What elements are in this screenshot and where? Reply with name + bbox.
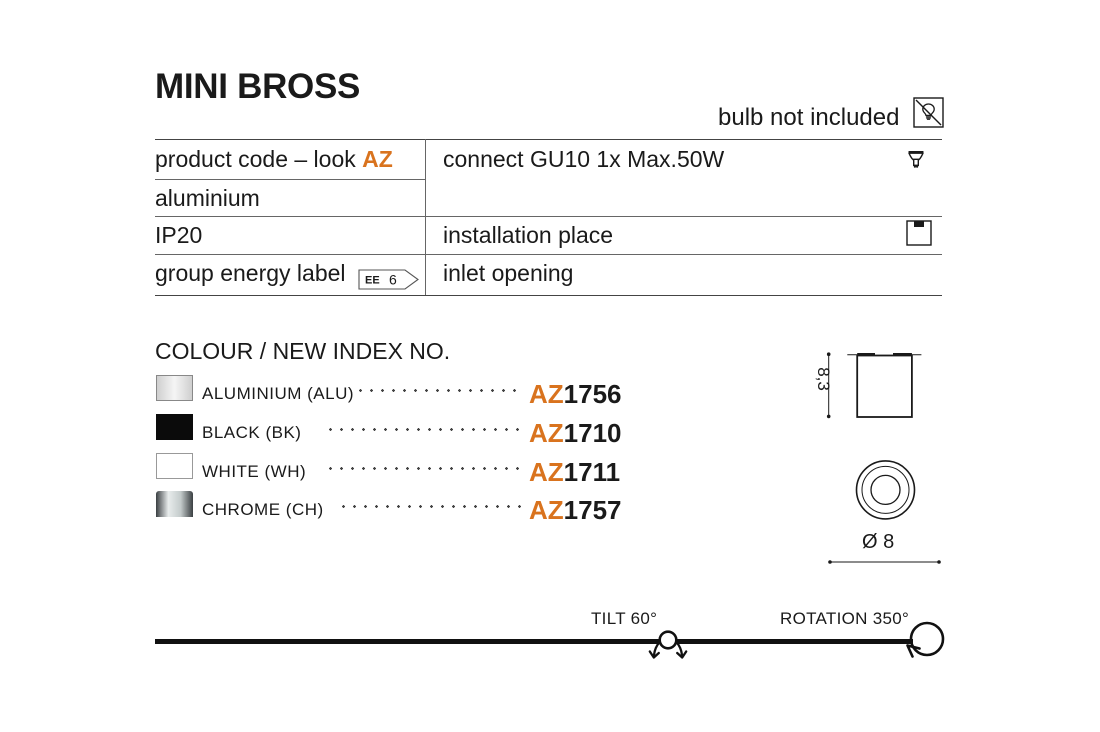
- svg-text:8,3: 8,3: [814, 367, 833, 391]
- svg-text:6: 6: [389, 272, 397, 288]
- svg-text:EE: EE: [365, 275, 380, 287]
- svg-text:Ø 8: Ø 8: [862, 531, 894, 553]
